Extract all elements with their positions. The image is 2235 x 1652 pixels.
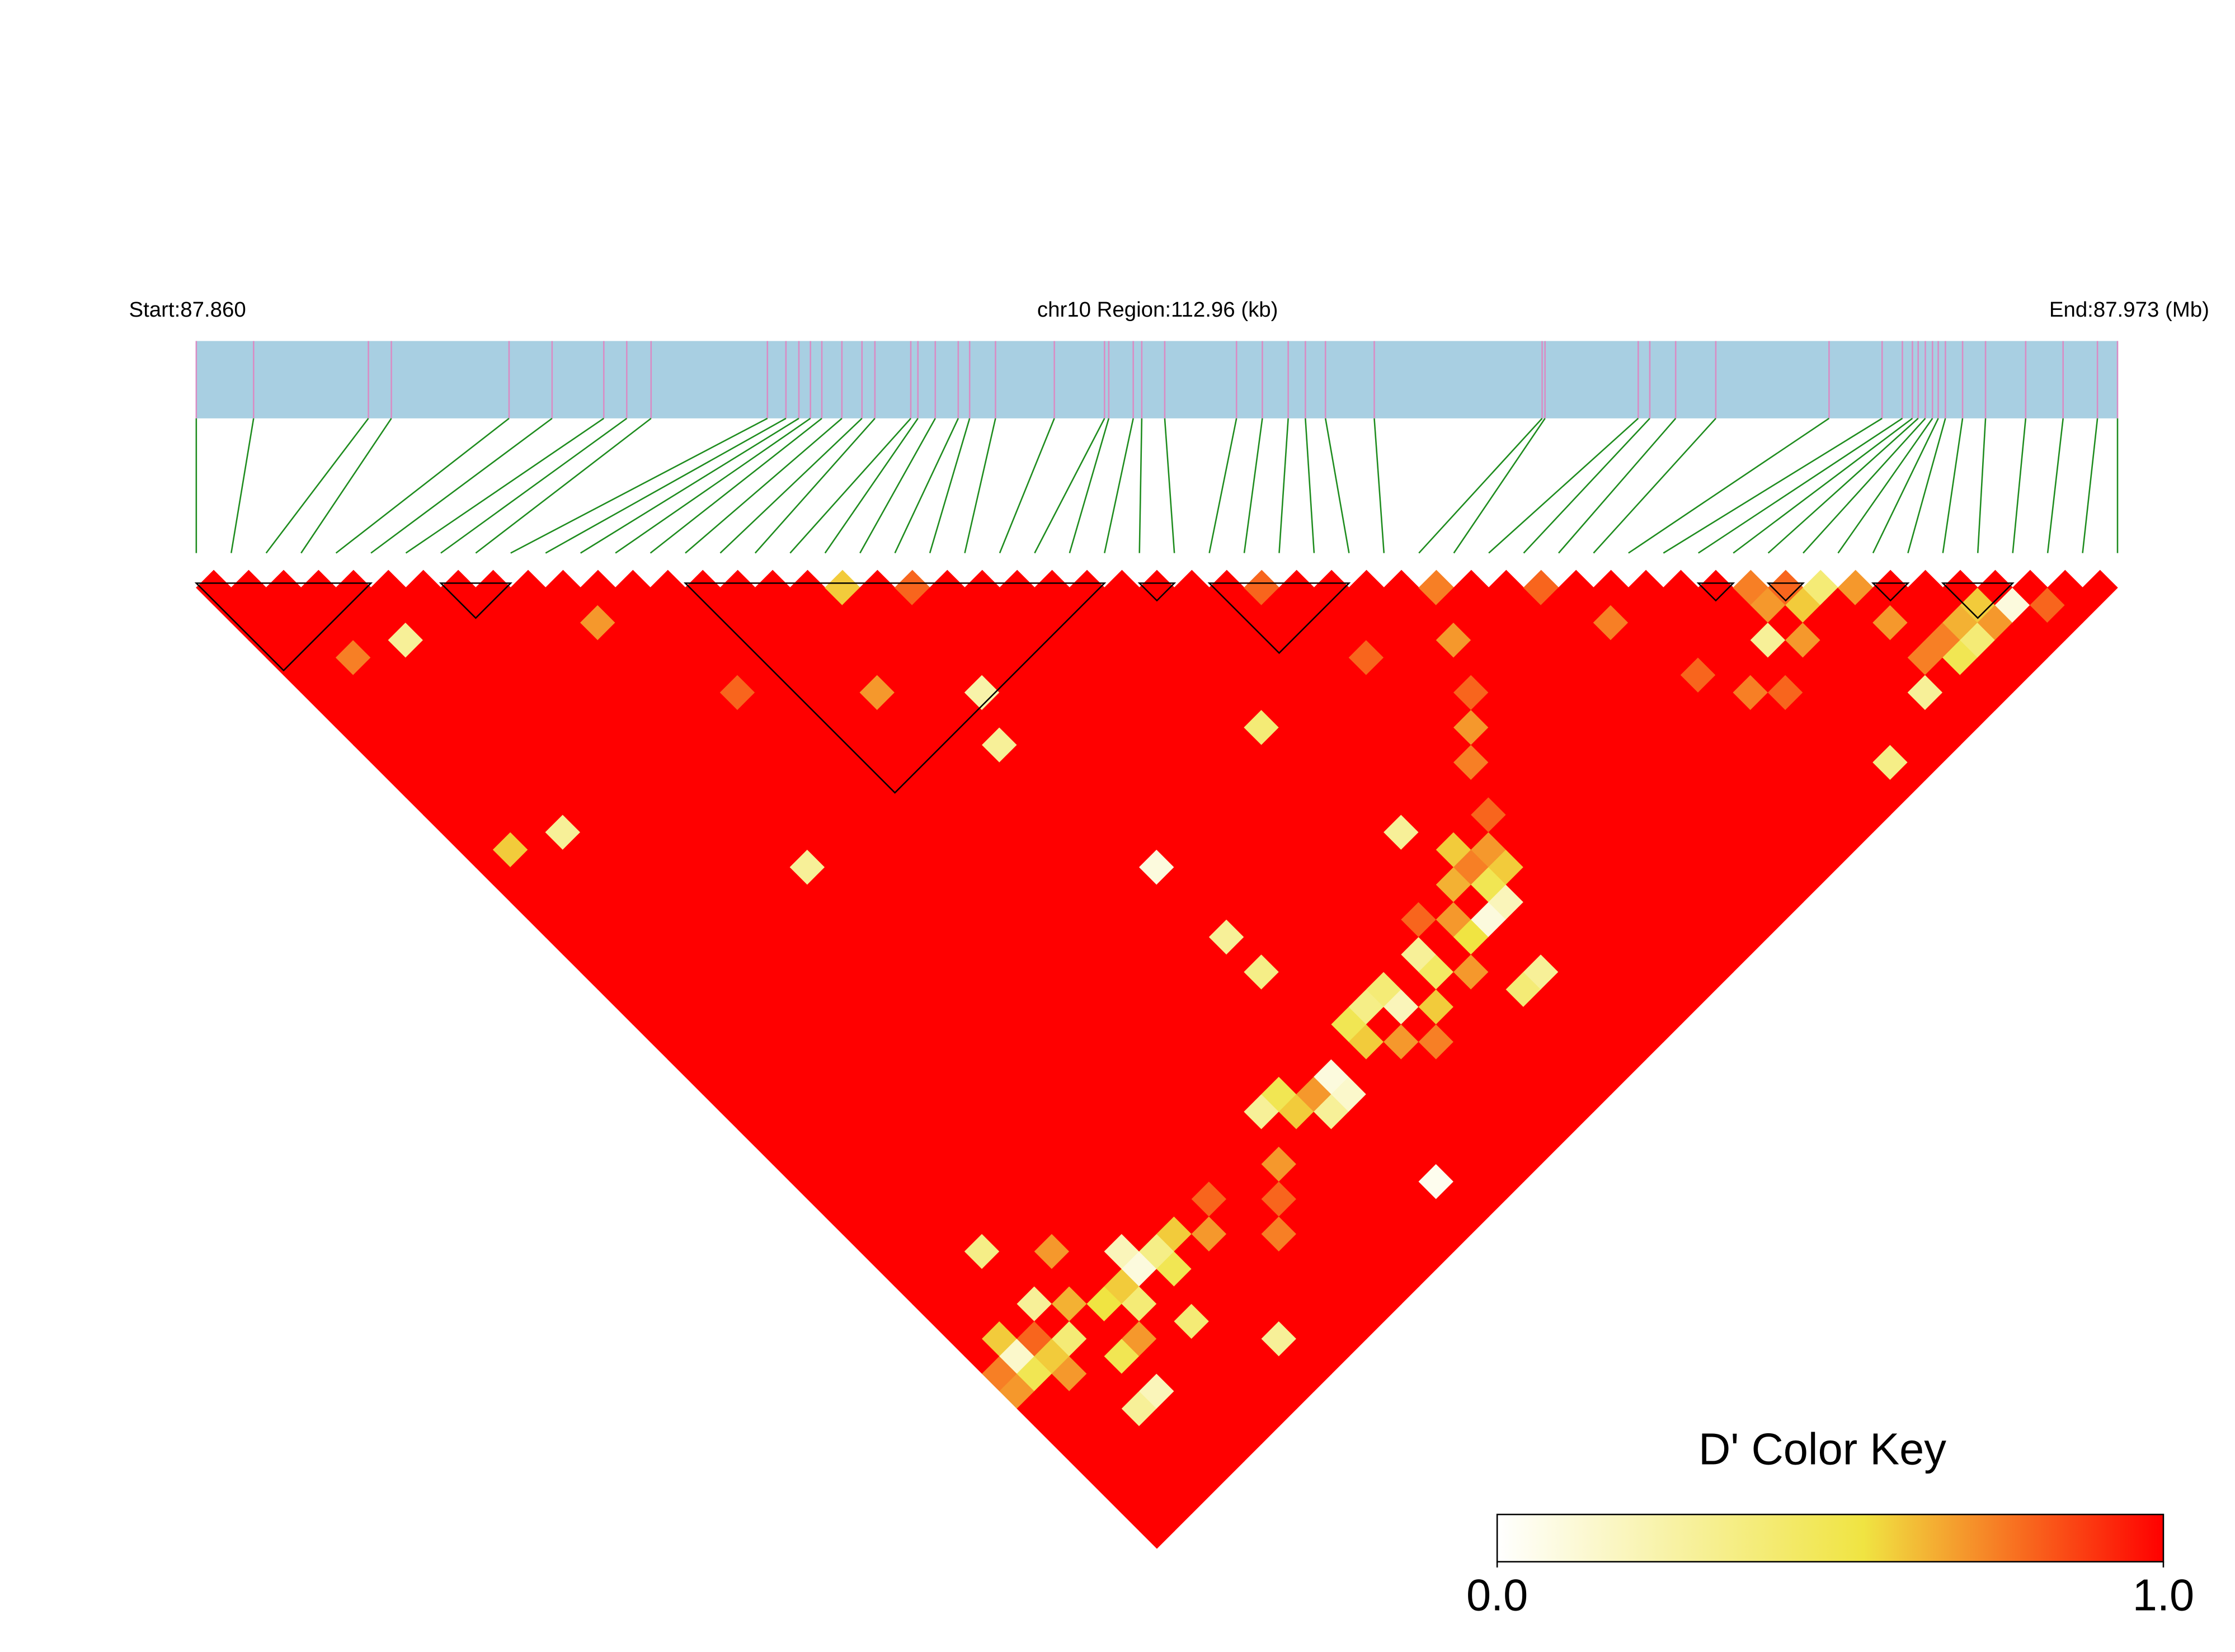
snp-connector (580, 417, 799, 554)
snp-connector (510, 417, 768, 554)
snp-connector (1942, 418, 1964, 553)
color-key-title: D' Color Key (1698, 1424, 1946, 1474)
ld-block (194, 582, 373, 672)
snp-connector (1907, 418, 1946, 553)
snp-connector (1872, 418, 1939, 554)
snp-connector (685, 417, 843, 554)
snp-connector (2082, 418, 2098, 553)
snp-connector (1208, 418, 1238, 553)
snp-connector (1278, 418, 1289, 553)
snp-connector (1837, 418, 1933, 554)
ld-block (1871, 582, 1910, 602)
color-key-tick-label: 1.0 (2133, 1570, 2194, 1620)
snp-connector (1767, 417, 1919, 554)
snp-connector (894, 418, 959, 554)
ld-block (1207, 582, 1351, 655)
genome-bar (196, 341, 2118, 418)
snp-connector (1488, 417, 1639, 554)
snp-connector (1698, 417, 1903, 554)
end-label: End:87.973 (Mb) (2049, 298, 2209, 322)
snp-connector (405, 417, 604, 554)
ld-block (1137, 582, 1177, 602)
snp-connector (475, 417, 652, 554)
color-key (1496, 1513, 2165, 1562)
ld-cell (2082, 570, 2118, 606)
snp-connector (2012, 418, 2027, 553)
ld-block (1696, 582, 1735, 602)
snp-connector (300, 418, 392, 554)
snp-connector (1138, 418, 1143, 553)
snp-connector (1453, 418, 1546, 554)
snp-connector (1373, 418, 1385, 553)
snp-connector (859, 418, 936, 554)
region-label: chr10 Region:112.96 (kb) (1037, 298, 1278, 322)
ld-block (683, 582, 1107, 794)
snp-connector (1243, 418, 1263, 553)
ld-heatmap (196, 570, 2118, 1549)
start-label: Start:87.860 (129, 298, 246, 322)
snp-connector (1164, 418, 1175, 553)
ld-block (439, 582, 512, 619)
snp-connector (1523, 417, 1650, 554)
snp-connector (964, 418, 996, 553)
snp-connector (1733, 417, 1913, 554)
ld-block (1941, 582, 2015, 619)
snp-connector (265, 418, 369, 554)
snp-connector (1069, 418, 1110, 553)
snp-connector (440, 417, 628, 554)
snp-connector (999, 418, 1055, 554)
snp-connector (719, 417, 863, 554)
snp-connector (1324, 418, 1350, 553)
ld-block (1766, 582, 1805, 602)
snp-connector (370, 417, 553, 554)
snp-connector (1803, 417, 1926, 554)
snp-connector (929, 418, 971, 553)
snp-connector (1305, 418, 1315, 553)
color-key-tick-label: 0.0 (1466, 1570, 1528, 1620)
snp-connector (1593, 417, 1716, 554)
snp-connector (650, 417, 822, 554)
snp-connector (2046, 418, 2064, 553)
snp-connector (824, 418, 919, 554)
snp-connector (615, 417, 811, 554)
snp-connector (545, 417, 787, 554)
snp-connector (1104, 418, 1134, 553)
snp-connector (754, 418, 876, 554)
snp-connector (1418, 417, 1543, 554)
snp-connector (1558, 418, 1677, 554)
snp-connector (789, 417, 911, 554)
snp-connector (1663, 417, 1883, 554)
snp-connector (1034, 418, 1105, 554)
snp-connector (335, 417, 510, 554)
snp-connector (1628, 417, 1830, 554)
snp-connector (1977, 418, 1987, 553)
snp-connector (230, 418, 255, 553)
